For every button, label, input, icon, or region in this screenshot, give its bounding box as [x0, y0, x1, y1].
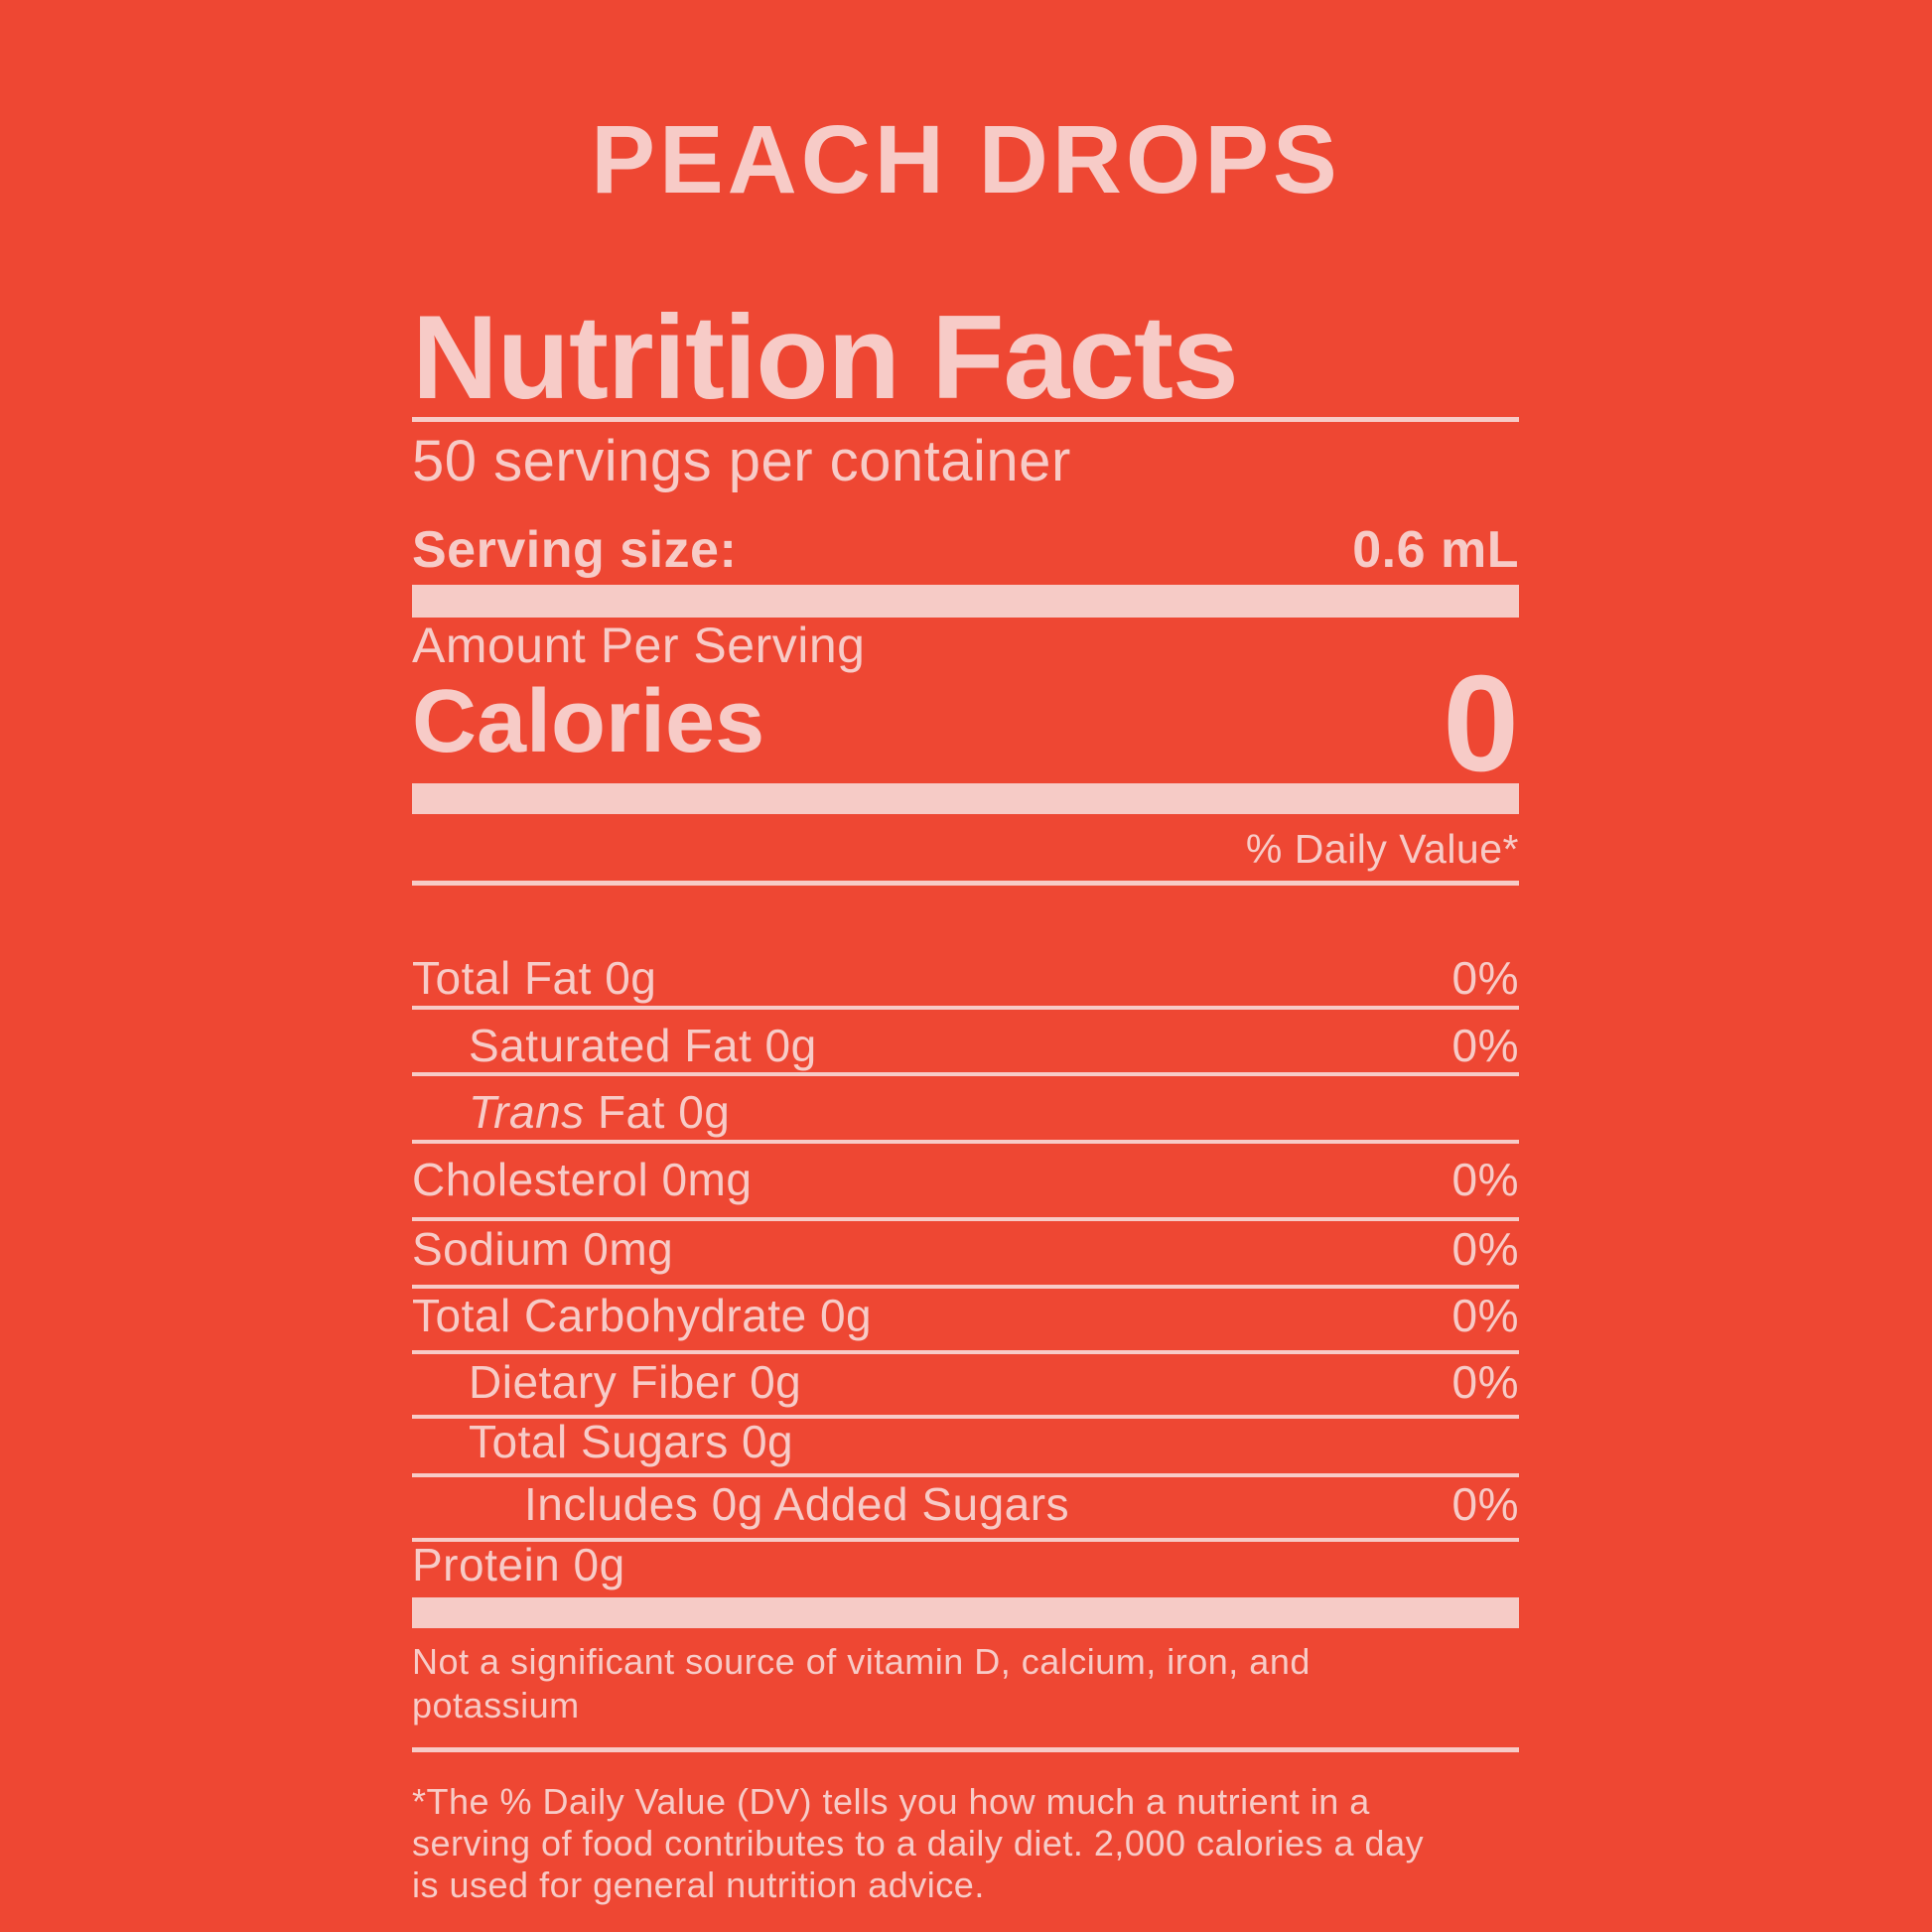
- heading-divider-rule: [412, 417, 1519, 422]
- nutrient-row-dietary-fiber: Dietary Fiber 0g 0%: [412, 1359, 1519, 1405]
- nutrient-label: Total Carbohydrate 0g: [412, 1290, 873, 1341]
- row-divider-rule: [412, 1072, 1519, 1076]
- nutrition-facts-heading: Nutrition Facts: [412, 291, 1239, 424]
- nutrient-label: Dietary Fiber 0g: [469, 1356, 802, 1408]
- serving-size-label: Serving size:: [412, 521, 738, 579]
- daily-value-footnote-line3: is used for general nutrition advice.: [412, 1864, 985, 1905]
- row-divider-rule: [412, 1140, 1519, 1144]
- row-divider-rule: [412, 1415, 1519, 1419]
- row-divider-rule: [412, 1473, 1519, 1477]
- daily-value-footnote-line1: *The % Daily Value (DV) tells you how mu…: [412, 1781, 1370, 1822]
- nutrient-label: Cholesterol 0mg: [412, 1154, 753, 1205]
- separator-bar-bottom: [412, 1597, 1519, 1628]
- nutrient-value: 0%: [1451, 952, 1519, 1004]
- row-divider-rule: [412, 1350, 1519, 1354]
- row-divider-rule: [412, 1285, 1519, 1289]
- nutrient-label: Includes 0g Added Sugars: [524, 1478, 1070, 1530]
- not-significant-note-line2: potassium: [412, 1685, 580, 1725]
- row-divider-rule: [412, 1006, 1519, 1010]
- daily-value-footnote: *The % Daily Value (DV) tells you how mu…: [412, 1781, 1519, 1906]
- nutrient-label: Saturated Fat 0g: [469, 1020, 817, 1071]
- servings-per-container: 50 servings per container: [412, 429, 1071, 493]
- not-significant-note: Not a significant source of vitamin D, c…: [412, 1640, 1519, 1727]
- nutrient-value: 0%: [1451, 1020, 1519, 1071]
- calories-label: Calories: [412, 672, 765, 771]
- nutrient-row-added-sugars: Includes 0g Added Sugars 0%: [412, 1481, 1519, 1527]
- daily-value-header: % Daily Value*: [1245, 826, 1519, 872]
- nutrient-value: 0%: [1451, 1154, 1519, 1205]
- row-divider-rule: [412, 1538, 1519, 1542]
- nutrient-row-protein: Protein 0g: [412, 1542, 1519, 1587]
- nutrient-label-italic: Trans: [469, 1086, 585, 1138]
- nutrient-row-saturated-fat: Saturated Fat 0g 0%: [412, 1023, 1519, 1068]
- nutrient-row-cholesterol: Cholesterol 0mg 0%: [412, 1157, 1519, 1202]
- amount-per-serving-label: Amount Per Serving: [412, 618, 866, 673]
- nutrient-row-total-fat: Total Fat 0g 0%: [412, 955, 1519, 1001]
- nutrient-row-total-carbohydrate: Total Carbohydrate 0g 0%: [412, 1293, 1519, 1338]
- nutrient-label: Protein 0g: [412, 1539, 625, 1590]
- daily-value-footnote-line2: serving of food contributes to a daily d…: [412, 1823, 1425, 1863]
- product-title: PEACH DROPS: [591, 105, 1341, 213]
- not-significant-note-line1: Not a significant source of vitamin D, c…: [412, 1641, 1311, 1682]
- nutrient-label-rest: Fat 0g: [584, 1086, 731, 1138]
- separator-bar-middle: [412, 783, 1519, 814]
- nutrient-row-total-sugars: Total Sugars 0g: [412, 1419, 1519, 1464]
- nutrient-value: 0%: [1451, 1290, 1519, 1341]
- nutrient-label: Total Fat 0g: [412, 952, 657, 1004]
- separator-bar-top: [412, 585, 1519, 618]
- row-divider-rule: [412, 1217, 1519, 1221]
- nutrient-label: Sodium 0mg: [412, 1223, 674, 1275]
- calories-value: 0: [1443, 647, 1519, 800]
- nutrient-row-trans-fat: Trans Fat 0g: [412, 1089, 1519, 1135]
- nutrient-label: Trans Fat 0g: [412, 1089, 730, 1135]
- nutrient-label: Total Sugars 0g: [469, 1416, 794, 1467]
- nutrient-value: 0%: [1451, 1223, 1519, 1275]
- nutrient-value: 0%: [1451, 1478, 1519, 1530]
- nutrient-row-sodium: Sodium 0mg 0%: [412, 1226, 1519, 1272]
- daily-value-divider-rule: [412, 881, 1519, 886]
- footnote-divider-rule: [412, 1747, 1519, 1752]
- serving-size-row: Serving size: 0.6 mL: [412, 524, 1519, 576]
- nutrient-value: 0%: [1451, 1356, 1519, 1408]
- serving-size-value: 0.6 mL: [1352, 521, 1519, 579]
